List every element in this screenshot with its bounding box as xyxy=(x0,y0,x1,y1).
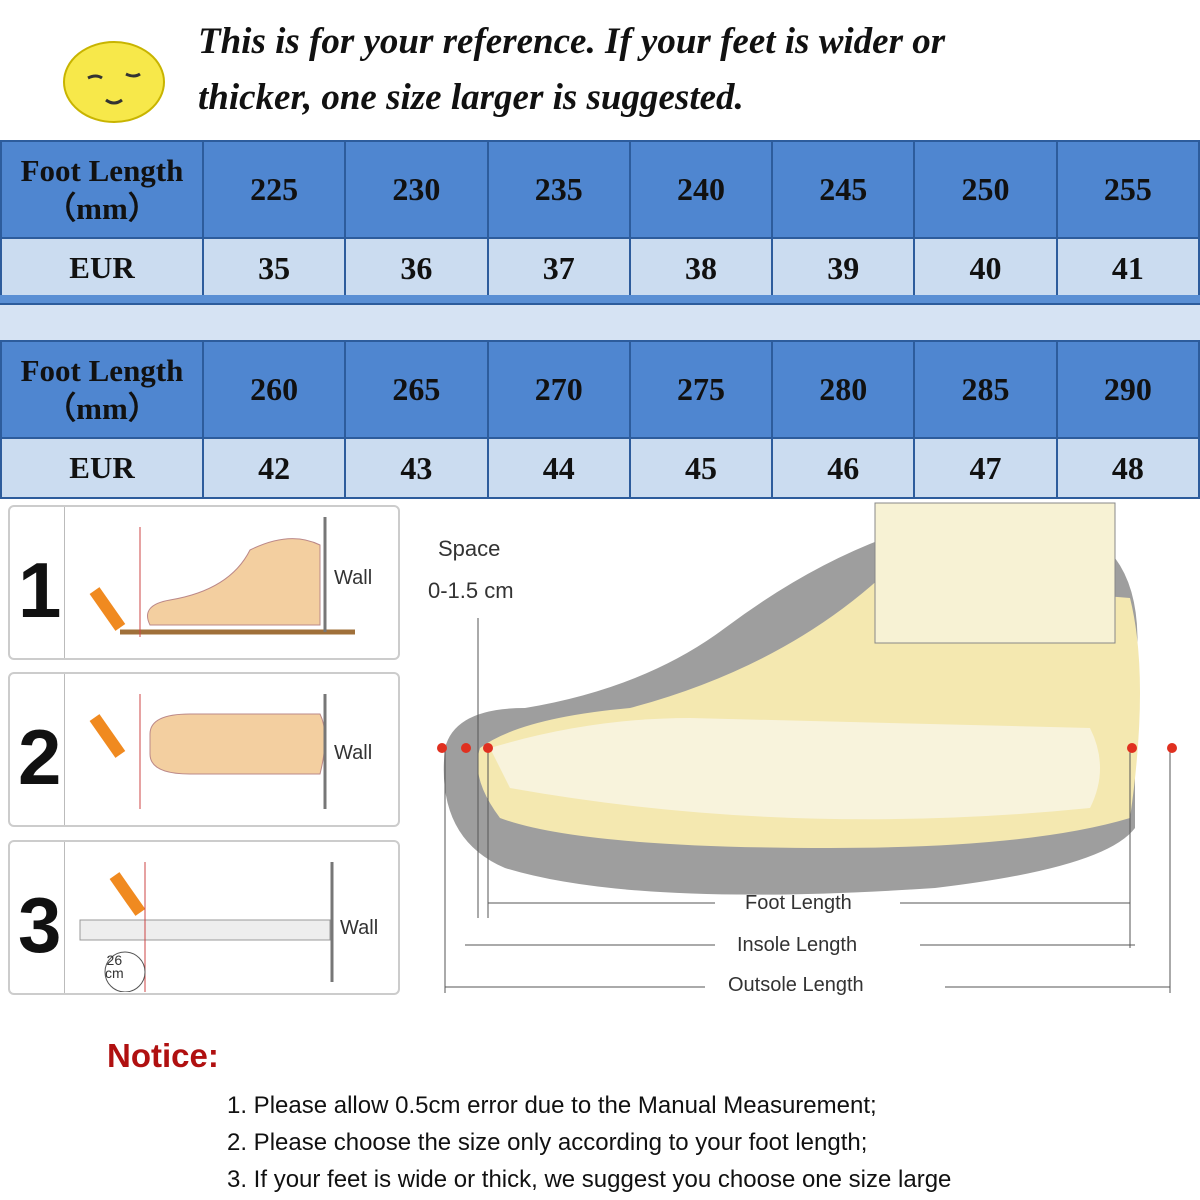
divider xyxy=(64,674,65,825)
length-cell: 245 xyxy=(771,140,916,239)
outsole-length-label: Outsole Length xyxy=(728,974,864,996)
foot-length-row: Foot Length （mm） 260 265 270 275 280 285 … xyxy=(0,340,1200,439)
table-spacer xyxy=(0,305,1200,341)
eur-cell: 43 xyxy=(344,437,489,499)
eur-row: EUR 42 43 44 45 46 47 48 xyxy=(0,437,1200,499)
notice-title: Notice: xyxy=(107,1037,219,1074)
wall-label: Wall xyxy=(334,567,373,589)
table-spacer xyxy=(0,295,1200,305)
wall-label: Wall xyxy=(334,742,373,764)
foot-side-illustration xyxy=(89,517,355,637)
space-range-label: 0-1.5 cm xyxy=(428,578,514,603)
length-cell: 225 xyxy=(201,140,347,239)
length-cell: 280 xyxy=(771,340,916,439)
eur-cell: 41 xyxy=(1055,237,1200,299)
length-cell: 265 xyxy=(344,340,489,439)
wall-label: Wall xyxy=(340,917,379,939)
row-label: Foot Length xyxy=(20,352,184,388)
eur-cell: 38 xyxy=(628,237,774,299)
row-header: Foot Length （mm） xyxy=(0,340,204,439)
length-cell: 240 xyxy=(628,140,774,239)
eur-cell: 35 xyxy=(201,237,347,299)
headline: This is for your reference. If your feet… xyxy=(198,14,1198,126)
ruler-reading: 26 cm xyxy=(105,952,124,981)
length-cell: 230 xyxy=(344,140,489,239)
length-cell: 255 xyxy=(1055,140,1200,239)
eur-cell: 45 xyxy=(628,437,774,499)
size-table-1: Foot Length （mm） 225 230 235 240 245 250 … xyxy=(0,140,1200,299)
length-cell: 250 xyxy=(913,140,1058,239)
divider xyxy=(64,507,65,658)
divider xyxy=(64,842,65,993)
eur-cell: 40 xyxy=(913,237,1058,299)
eur-cell: 48 xyxy=(1055,437,1200,499)
step-number: 3 xyxy=(18,881,62,969)
length-cell: 275 xyxy=(628,340,774,439)
row-label: Foot Length xyxy=(20,152,184,188)
row-unit: （mm） xyxy=(45,190,159,226)
eur-cell: 37 xyxy=(486,237,631,299)
eur-row: EUR 35 36 37 38 39 40 41 xyxy=(0,237,1200,299)
foot-length-row: Foot Length （mm） 225 230 235 240 245 250 … xyxy=(0,140,1200,239)
notice-item: 2. Please choose the size only according… xyxy=(227,1129,868,1156)
eur-cell: 44 xyxy=(486,437,631,499)
notice-item: 1. Please allow 0.5cm error due to the M… xyxy=(227,1092,877,1119)
step-number: 1 xyxy=(18,546,62,634)
eur-cell: 47 xyxy=(913,437,1058,499)
headline-line2: thicker, one size larger is suggested. xyxy=(198,77,744,118)
space-label: Space xyxy=(438,536,501,561)
eur-label: EUR xyxy=(0,437,204,499)
step-3-panel: 3 Wall 26 cm xyxy=(8,840,400,995)
foot-length-label: Foot Length xyxy=(745,892,852,914)
smiley-icon xyxy=(63,41,165,123)
foot-top-illustration xyxy=(89,694,327,809)
length-cell: 270 xyxy=(486,340,631,439)
row-header: Foot Length （mm） xyxy=(0,140,204,239)
row-unit: （mm） xyxy=(45,390,159,426)
eur-label: EUR xyxy=(0,237,204,299)
ruler-value: 26 xyxy=(106,952,123,968)
insole-length-label: Insole Length xyxy=(737,934,858,956)
length-cell: 285 xyxy=(913,340,1058,439)
headline-line1: This is for your reference. If your feet… xyxy=(198,21,946,62)
eur-cell: 42 xyxy=(201,437,347,499)
notice-item: 3. If your feet is wide or thick, we sug… xyxy=(227,1166,952,1193)
length-cell: 235 xyxy=(486,140,631,239)
ruler-illustration xyxy=(79,862,334,992)
step-number: 2 xyxy=(18,713,62,801)
step-1-panel: 1 Wall xyxy=(8,505,400,660)
size-table-2: Foot Length （mm） 260 265 270 275 280 285 … xyxy=(0,340,1200,499)
shoe-diagram xyxy=(437,502,1177,993)
ruler-unit: cm xyxy=(105,965,124,981)
eur-cell: 36 xyxy=(344,237,489,299)
length-cell: 290 xyxy=(1055,340,1200,439)
step-2-panel: 2 Wall xyxy=(8,672,400,827)
eur-cell: 39 xyxy=(771,237,916,299)
eur-cell: 46 xyxy=(771,437,916,499)
length-cell: 260 xyxy=(201,340,347,439)
